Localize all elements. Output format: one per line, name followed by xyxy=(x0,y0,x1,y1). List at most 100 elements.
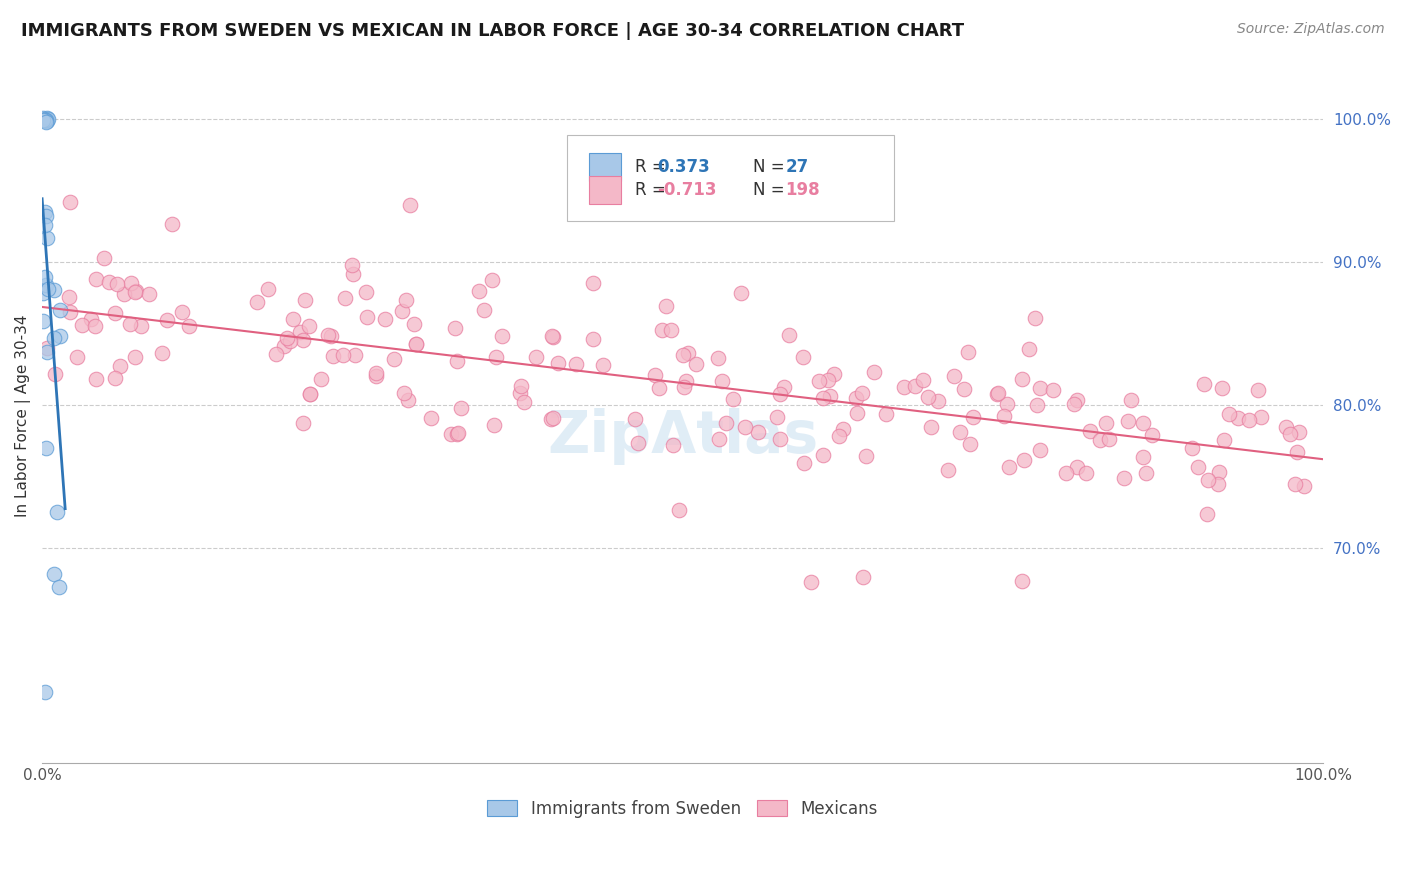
Point xyxy=(828,429,851,443)
Point xyxy=(509,386,531,401)
Point xyxy=(707,432,730,446)
Point xyxy=(541,330,564,344)
Point xyxy=(831,422,853,436)
Point xyxy=(58,194,80,209)
Point xyxy=(103,371,125,385)
Point xyxy=(920,419,942,434)
Point xyxy=(721,392,744,406)
Point xyxy=(80,311,103,326)
Point xyxy=(765,409,787,424)
Point xyxy=(112,286,135,301)
Point xyxy=(35,341,58,355)
Point xyxy=(1135,466,1157,480)
Legend: Immigrants from Sweden, Mexicans: Immigrants from Sweden, Mexicans xyxy=(481,793,884,824)
Point xyxy=(730,286,752,301)
Point xyxy=(440,427,463,442)
Point xyxy=(845,392,868,406)
Point xyxy=(1211,382,1233,396)
Point xyxy=(34,441,56,455)
Text: N =: N = xyxy=(754,158,790,176)
Point xyxy=(778,327,800,342)
Point xyxy=(1095,416,1118,430)
Point xyxy=(49,303,72,318)
Point xyxy=(322,349,344,363)
Point xyxy=(592,358,614,372)
Point xyxy=(1018,342,1040,356)
Text: R =: R = xyxy=(636,181,671,199)
Point xyxy=(31,314,53,328)
Point xyxy=(298,387,321,401)
Point xyxy=(1116,413,1139,427)
Point xyxy=(152,345,174,359)
Point xyxy=(997,459,1019,474)
Point xyxy=(273,339,295,353)
Point xyxy=(66,350,89,364)
Point xyxy=(177,319,200,334)
Point xyxy=(851,385,873,400)
Point xyxy=(793,456,815,470)
Point xyxy=(48,581,70,595)
Point xyxy=(491,328,513,343)
Point xyxy=(1194,377,1216,392)
Point xyxy=(44,367,66,381)
Point xyxy=(316,328,339,343)
Point xyxy=(953,382,976,396)
Bar xyxy=(589,177,621,204)
Point xyxy=(37,112,59,127)
Point xyxy=(993,409,1015,423)
Point xyxy=(398,392,420,407)
Text: N =: N = xyxy=(754,181,790,199)
Point xyxy=(936,463,959,477)
Point xyxy=(34,114,56,128)
Point xyxy=(1284,477,1306,491)
Point xyxy=(59,305,82,319)
Point xyxy=(852,570,875,584)
Point xyxy=(333,291,356,305)
Point xyxy=(42,283,65,297)
Point xyxy=(281,312,304,326)
Point xyxy=(291,333,314,347)
Point xyxy=(98,276,121,290)
Point xyxy=(513,394,536,409)
Point xyxy=(481,273,503,287)
Point xyxy=(1237,413,1260,427)
Point xyxy=(1195,508,1218,522)
Y-axis label: In Labor Force | Age 30-34: In Labor Force | Age 30-34 xyxy=(15,315,31,517)
Point xyxy=(1119,393,1142,408)
Point xyxy=(31,113,53,128)
Bar xyxy=(589,153,621,181)
Point xyxy=(84,271,107,285)
Point xyxy=(58,290,80,304)
Point xyxy=(120,317,142,331)
Point xyxy=(986,387,1008,401)
Point xyxy=(34,113,56,128)
Point xyxy=(734,420,756,434)
Point xyxy=(382,351,405,366)
Point xyxy=(662,438,685,452)
Point xyxy=(1074,466,1097,480)
Point xyxy=(45,506,67,520)
Point xyxy=(246,294,269,309)
Point xyxy=(678,345,700,359)
Point xyxy=(672,348,695,362)
Point xyxy=(1132,450,1154,465)
Point xyxy=(276,331,298,345)
Point xyxy=(1288,425,1310,439)
Point xyxy=(294,293,316,307)
Point xyxy=(949,425,972,439)
Point xyxy=(1066,460,1088,475)
Point xyxy=(943,369,966,384)
Point xyxy=(1025,398,1047,412)
Point xyxy=(299,387,322,401)
Point xyxy=(321,328,343,343)
Point xyxy=(264,347,287,361)
Point xyxy=(817,373,839,387)
Point xyxy=(1247,383,1270,397)
Point xyxy=(34,205,56,219)
Point xyxy=(420,410,443,425)
Point xyxy=(72,318,94,333)
Point xyxy=(1278,427,1301,442)
Point xyxy=(482,417,505,432)
Point xyxy=(125,285,148,299)
Text: 27: 27 xyxy=(785,158,808,176)
